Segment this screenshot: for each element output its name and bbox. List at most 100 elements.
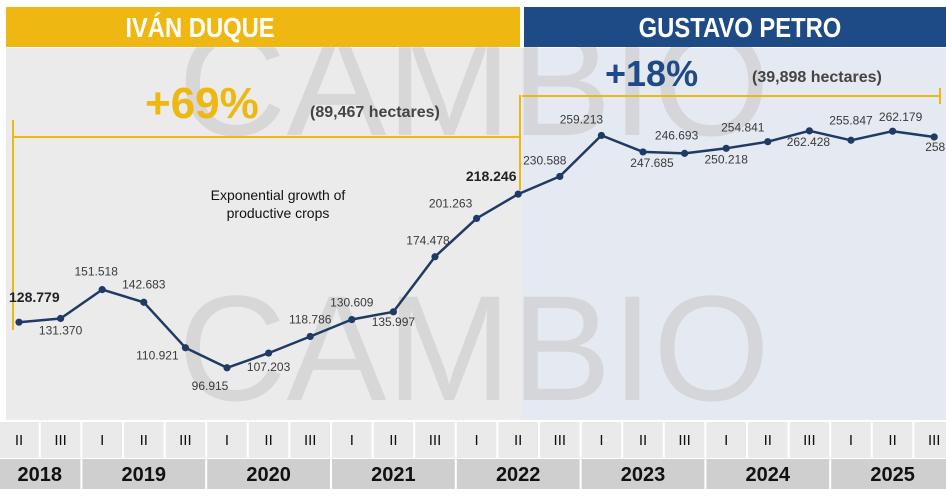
quarter-tick-label: III xyxy=(54,432,67,449)
quarter-cell xyxy=(124,422,164,458)
data-label: 254.841 xyxy=(721,121,765,135)
year-tick-label: 2023 xyxy=(621,464,666,486)
quarter-tick-label: III xyxy=(304,432,317,449)
data-point xyxy=(473,214,481,223)
data-point xyxy=(306,332,314,341)
data-label: 255.847 xyxy=(829,113,873,127)
quarter-tick-label: III xyxy=(179,432,192,449)
quarter-tick-label: II xyxy=(639,432,647,449)
quarter-tick-label: III xyxy=(554,432,567,449)
data-point xyxy=(722,144,730,152)
quarter-tick-label: II xyxy=(514,432,522,449)
data-label: 174.478 xyxy=(406,234,450,248)
duque-growth-hectares: (89,467 hectares) xyxy=(310,104,440,121)
data-label: 250.218 xyxy=(705,152,749,166)
data-label: 230.588 xyxy=(523,153,567,167)
petro-growth-hectares: (39,898 hectares) xyxy=(752,69,882,86)
quarter-tick-label: II xyxy=(15,432,23,449)
data-point xyxy=(930,133,938,141)
year-tick-label: 2022 xyxy=(496,464,541,486)
petro-header-title: GUSTAVO PETRO xyxy=(639,11,842,43)
growth-note-line1: Exponential growth of xyxy=(211,187,346,203)
data-label: 135.997 xyxy=(372,315,416,329)
quarter-tick-label: II xyxy=(764,432,772,449)
x-axis: II III I II III I II III I II III I II III I II III I II II… xyxy=(0,422,946,489)
quarter-cell xyxy=(207,422,247,458)
data-label: 130.609 xyxy=(330,296,374,310)
quarter-cell xyxy=(290,422,330,458)
data-point xyxy=(431,253,439,261)
data-label: 258.144 xyxy=(925,140,946,154)
year-tick-label: 2020 xyxy=(246,464,291,486)
watermark-bottom: CAMBIO xyxy=(178,264,770,432)
quarter-cell xyxy=(789,422,830,458)
data-point xyxy=(889,127,897,135)
data-label: 201.263 xyxy=(429,196,473,210)
data-label: 142.683 xyxy=(122,277,166,291)
quarter-tick-label: II xyxy=(888,432,896,449)
year-tick-label: 2025 xyxy=(870,464,915,486)
quarter-tick-label: III xyxy=(429,432,442,449)
quarter-cell xyxy=(40,422,81,458)
petro-growth-percent: +18% xyxy=(605,53,698,94)
data-point xyxy=(57,314,65,323)
duque-header-bar xyxy=(6,7,520,47)
petro-period-bracket xyxy=(522,88,941,104)
data-label: 96.915 xyxy=(192,379,229,393)
data-point xyxy=(389,308,397,316)
growth-note-line2: productive crops xyxy=(227,205,330,221)
data-label: 107.203 xyxy=(247,360,291,374)
quarter-tick-label: I xyxy=(475,432,479,449)
year-cell xyxy=(332,459,455,489)
data-point xyxy=(98,286,106,294)
duque-header-title: IVÁN DUQUE xyxy=(125,11,274,43)
series-layer xyxy=(15,127,938,372)
quarter-cell xyxy=(914,422,946,458)
quarter-cell xyxy=(332,422,372,458)
quarter-tick-label: I xyxy=(599,432,603,449)
data-label: 110.921 xyxy=(136,349,179,363)
quarter-cell xyxy=(0,422,39,458)
year-cell xyxy=(207,459,330,489)
quarter-tick-label: II xyxy=(264,432,272,449)
data-label: 151.518 xyxy=(75,265,119,279)
quarter-cell xyxy=(748,422,788,458)
quarter-cell xyxy=(540,422,580,458)
petro-header-bar xyxy=(524,7,946,47)
year-tick-label: 2021 xyxy=(371,464,416,486)
data-point xyxy=(140,298,148,306)
quarter-tick-label: II xyxy=(389,432,397,449)
data-label: 246.693 xyxy=(655,128,699,142)
quarter-tick-label: I xyxy=(100,432,104,449)
data-point xyxy=(597,131,606,140)
quarter-tick-label: I xyxy=(849,432,853,449)
data-label: 262.179 xyxy=(879,110,923,124)
quarter-cell xyxy=(82,422,122,458)
data-label: 259.213 xyxy=(560,112,604,126)
data-point xyxy=(265,349,273,357)
data-point xyxy=(764,138,772,146)
quarter-cell xyxy=(872,422,913,458)
data-point xyxy=(514,190,522,198)
data-point xyxy=(181,344,189,352)
quarter-cell xyxy=(498,422,538,458)
quarter-cell xyxy=(581,422,622,458)
duque-growth-percent: +69% xyxy=(145,79,259,128)
data-label: 131.370 xyxy=(39,323,83,337)
quarter-cell xyxy=(706,422,746,458)
quarter-cell xyxy=(373,422,414,458)
quarter-cell xyxy=(415,422,455,458)
data-point xyxy=(556,172,564,181)
year-tick-label: 2018 xyxy=(18,464,63,486)
data-label: 262.428 xyxy=(787,135,831,149)
data-point xyxy=(639,148,647,156)
year-cell xyxy=(831,459,946,489)
data-point xyxy=(805,127,814,135)
data-point xyxy=(348,315,356,324)
year-cell xyxy=(82,459,206,489)
year-cell xyxy=(0,459,81,489)
year-cell xyxy=(581,459,705,489)
